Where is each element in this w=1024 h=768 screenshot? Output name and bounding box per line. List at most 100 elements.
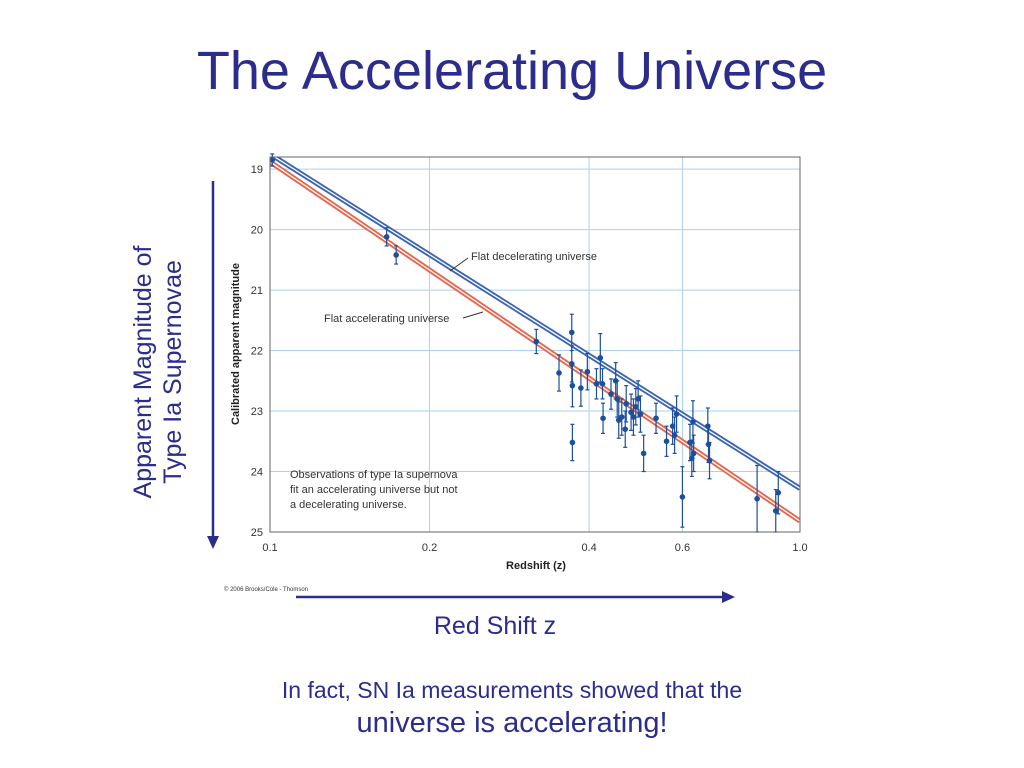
data-point-marker <box>608 391 614 397</box>
x-axis-description: Red Shift z <box>433 612 557 640</box>
x-tick-labels: 0.1 0.2 0.4 0.6 1.0 <box>262 542 807 554</box>
data-point-marker <box>635 396 641 402</box>
decelerating-model-line-core <box>273 157 800 490</box>
copyright-credit: © 2006 Brooks/Cole - Thomson <box>224 586 308 593</box>
data-points <box>269 153 782 533</box>
data-point <box>569 423 576 462</box>
data-point <box>269 153 276 167</box>
accelerating-leader-line <box>462 311 484 319</box>
y-tick-label: 21 <box>251 285 263 297</box>
data-point-marker <box>600 415 606 422</box>
y-tick-label: 20 <box>251 225 263 237</box>
x-tick-label: 0.2 <box>422 542 437 554</box>
data-point <box>584 352 591 391</box>
data-point-marker <box>679 494 686 500</box>
data-point <box>653 402 659 435</box>
data-point <box>623 385 630 423</box>
data-point-marker <box>690 419 696 425</box>
data-point <box>556 354 562 392</box>
data-point-marker <box>568 361 575 367</box>
data-point-marker <box>775 489 782 496</box>
accelerating-annotation: Flat accelerating universe <box>324 313 449 325</box>
x-tick-label: 0.4 <box>581 542 596 554</box>
observation-note-line2: fit an accelerating universe but not <box>290 484 458 496</box>
x-tick-label: 0.1 <box>262 542 277 554</box>
data-point <box>618 398 625 436</box>
data-point-marker <box>653 415 659 422</box>
plot-frame <box>269 156 801 533</box>
data-point-marker <box>569 439 576 446</box>
data-point-marker <box>628 409 634 416</box>
data-point <box>599 368 606 400</box>
data-point-marker <box>622 426 629 432</box>
data-point <box>633 388 639 426</box>
data-point-marker <box>568 329 575 336</box>
data-point <box>622 410 629 448</box>
data-point-marker <box>578 385 584 391</box>
y-tick-label: 25 <box>251 527 263 539</box>
data-point <box>393 245 399 265</box>
data-point-marker <box>584 368 591 375</box>
data-point <box>615 401 622 439</box>
horizontal-arrow-head <box>722 591 735 603</box>
data-point <box>383 227 390 247</box>
data-point <box>690 400 696 444</box>
data-point-marker <box>663 438 670 445</box>
data-point-marker <box>383 234 390 240</box>
y-tick-label: 24 <box>251 467 263 479</box>
data-point-marker <box>593 381 600 387</box>
data-point <box>568 345 575 383</box>
data-point-marker <box>556 370 562 376</box>
data-point <box>608 378 614 410</box>
data-point <box>671 416 678 454</box>
data-point-marker <box>673 411 680 417</box>
data-point-marker <box>690 450 697 457</box>
data-point <box>630 398 637 436</box>
x-tick-label: 0.6 <box>675 542 690 554</box>
data-point <box>690 434 697 473</box>
y-tick-label: 19 <box>251 164 263 176</box>
data-point-marker <box>754 495 760 502</box>
data-point-marker <box>599 381 606 387</box>
data-point-marker <box>706 457 713 464</box>
y-tick-label: 23 <box>251 406 263 418</box>
decelerating-leader-line <box>449 257 469 272</box>
slide-title: The Accelerating Universe <box>196 41 828 101</box>
data-point-marker <box>623 400 630 407</box>
y-tick-labels: 19 20 21 22 23 24 25 <box>251 164 263 539</box>
x-tick-label: 1.0 <box>792 542 807 554</box>
data-point-marker <box>569 382 576 389</box>
observation-note-line1: Observations of type Ia supernova <box>290 469 458 481</box>
data-point-marker <box>640 450 647 457</box>
data-point <box>533 328 540 355</box>
data-point-marker <box>633 403 639 410</box>
data-point <box>640 434 647 473</box>
data-point <box>673 395 680 433</box>
data-point-marker <box>614 396 621 402</box>
data-point-marker <box>618 414 625 420</box>
data-point <box>593 368 600 400</box>
grid <box>270 157 800 532</box>
data-point <box>635 380 641 418</box>
data-point <box>637 395 644 433</box>
caption-line1: In fact, SN Ia measurements showed that … <box>281 677 743 703</box>
data-point-marker <box>533 338 540 345</box>
data-point <box>628 393 634 431</box>
data-point <box>775 470 782 515</box>
data-point-marker <box>637 411 644 417</box>
data-point-marker <box>671 432 678 439</box>
data-point <box>706 441 713 480</box>
y-tick-label: 22 <box>251 346 263 358</box>
data-point-marker <box>393 252 399 258</box>
caption: In fact, SN Ia measurements showed that … <box>0 676 1024 742</box>
data-point <box>614 380 621 418</box>
data-point <box>679 466 686 528</box>
data-point-marker <box>772 508 779 514</box>
decelerating-annotation: Flat decelerating universe <box>471 251 597 263</box>
data-point-marker <box>630 414 637 420</box>
data-point-marker <box>597 355 604 361</box>
data-point <box>569 363 576 408</box>
vertical-arrow-head <box>207 536 219 549</box>
caption-line2: universe is accelerating! <box>356 707 668 739</box>
